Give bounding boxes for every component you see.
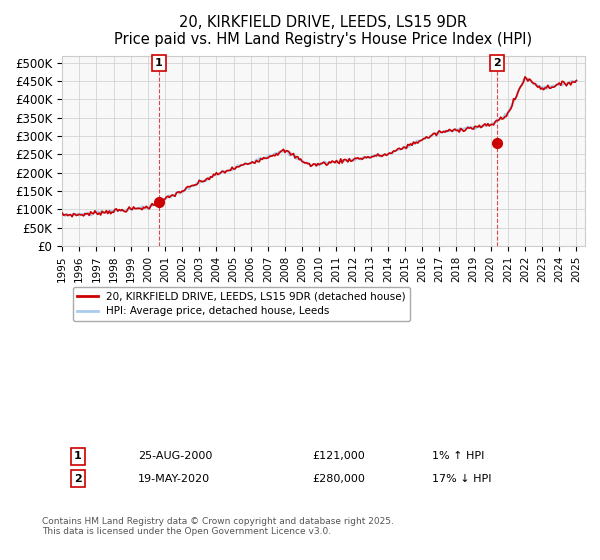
Text: 1: 1 <box>155 58 163 68</box>
Text: 17% ↓ HPI: 17% ↓ HPI <box>432 474 491 484</box>
Text: 2: 2 <box>493 58 501 68</box>
Text: 19-MAY-2020: 19-MAY-2020 <box>138 474 210 484</box>
Text: 2: 2 <box>74 474 82 484</box>
Text: £280,000: £280,000 <box>312 474 365 484</box>
Text: 1% ↑ HPI: 1% ↑ HPI <box>432 451 484 461</box>
Text: £121,000: £121,000 <box>312 451 365 461</box>
Text: 1: 1 <box>74 451 82 461</box>
Title: 20, KIRKFIELD DRIVE, LEEDS, LS15 9DR
Price paid vs. HM Land Registry's House Pri: 20, KIRKFIELD DRIVE, LEEDS, LS15 9DR Pri… <box>115 15 533 48</box>
Text: 25-AUG-2000: 25-AUG-2000 <box>138 451 212 461</box>
Text: Contains HM Land Registry data © Crown copyright and database right 2025.
This d: Contains HM Land Registry data © Crown c… <box>42 517 394 536</box>
Legend: 20, KIRKFIELD DRIVE, LEEDS, LS15 9DR (detached house), HPI: Average price, detac: 20, KIRKFIELD DRIVE, LEEDS, LS15 9DR (de… <box>73 287 410 321</box>
